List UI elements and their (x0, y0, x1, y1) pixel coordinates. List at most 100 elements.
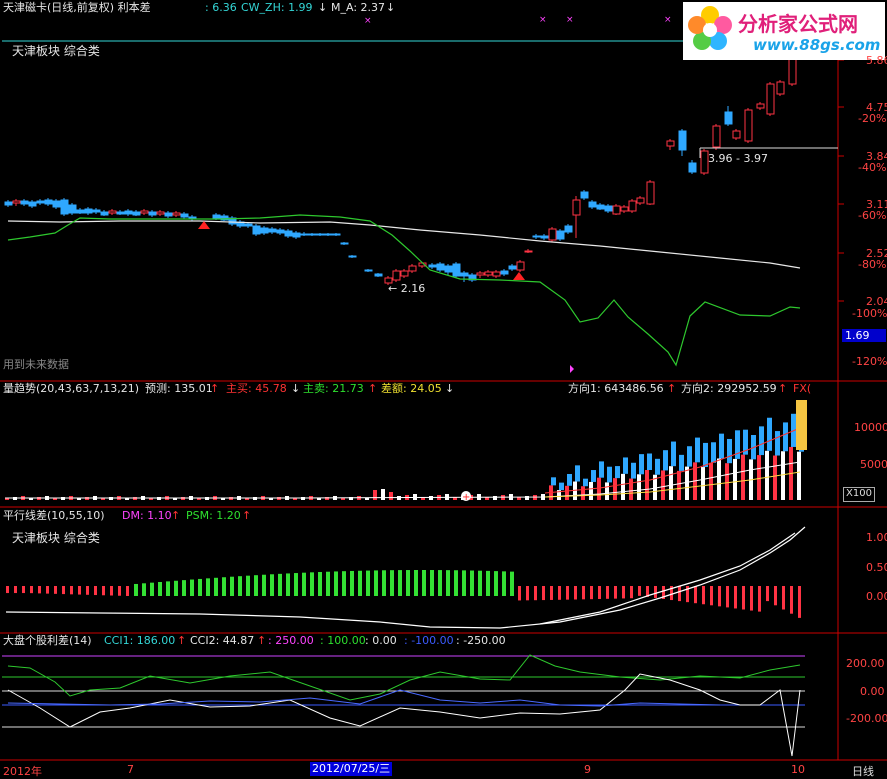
parallel-bar (302, 572, 306, 596)
parallel-bar (254, 575, 258, 596)
parallel-bar (486, 570, 490, 596)
candlestick (604, 204, 613, 213)
parallel-bar (686, 586, 689, 603)
candlestick (508, 264, 517, 271)
parallel-bar (278, 573, 282, 596)
candlestick (36, 199, 45, 205)
candlestick (688, 160, 697, 174)
candlestick (460, 271, 469, 282)
parallel-bar (230, 576, 234, 596)
parallel-bar (702, 586, 705, 605)
volume-bar (701, 467, 705, 500)
parallel-bar (54, 586, 57, 594)
parallel-bar (782, 586, 785, 610)
candlestick (148, 210, 157, 217)
parallel-bar (22, 586, 25, 594)
parallel-bar (566, 586, 569, 600)
parallel-bar (270, 574, 274, 596)
dm-arrow: ↑ (171, 509, 181, 522)
sector-label: 天津板块 综合类 (12, 44, 100, 58)
main-buy-value: 主买: 45.78 (226, 382, 287, 395)
volume-bar (413, 494, 417, 500)
candlestick (400, 269, 409, 278)
candlestick (468, 273, 477, 282)
candlestick (724, 106, 733, 126)
cci-title: 大盘个股利差(14) (3, 634, 92, 647)
parallel-bar (174, 580, 178, 596)
volume-bar-buy (575, 465, 580, 482)
ma-arrow: ↓ (386, 1, 396, 14)
candlestick (484, 270, 493, 277)
volume-bar-buy (783, 422, 788, 452)
volume-bar-buy (599, 461, 604, 478)
volume-bar (781, 451, 785, 500)
parallel-bar (718, 586, 721, 607)
forecast-arrow: ↑ (210, 382, 220, 395)
volume-bar (733, 458, 737, 500)
candlestick (4, 200, 13, 207)
candlestick (220, 214, 229, 221)
parallel-bar (678, 586, 681, 602)
candlestick (276, 228, 285, 235)
parallel-bar (206, 578, 210, 596)
parallel-bar (630, 586, 633, 599)
parallel-bar (238, 576, 242, 596)
candlestick (636, 196, 645, 205)
candlestick (524, 249, 533, 253)
volume-bar (669, 466, 673, 500)
parallel-bar (374, 570, 378, 596)
volume-bar (373, 490, 377, 500)
volume-bar-buy (615, 466, 620, 479)
direction1-arrow: ↑ (667, 382, 677, 395)
psm-value: PSM: 1.20 (186, 509, 241, 522)
parallel-bar (422, 570, 426, 596)
period-label[interactable]: 日线 (852, 765, 874, 778)
parallel-bar (190, 579, 194, 596)
parallel-bar (94, 586, 97, 596)
candlestick (284, 229, 293, 238)
logo-url: www.88gs.com (753, 36, 881, 54)
volume-multiplier: X100 (843, 487, 875, 502)
volume-bar (637, 474, 641, 500)
parallel-bar (358, 570, 362, 596)
parallel-bar (126, 586, 129, 596)
volume-bar (5, 498, 9, 500)
cci2-value: CCI2: 44.87 (190, 634, 255, 647)
selected-date[interactable]: 2012/07/25/三 (310, 762, 393, 776)
volume-bar-buy (551, 477, 556, 486)
parallel-bar (590, 586, 593, 600)
level-minus-250: : -250.00 (456, 634, 506, 647)
volume-bar (613, 478, 617, 500)
volume-bar-buy (567, 473, 572, 486)
forecast-value: 预测: 135.01 (145, 382, 213, 395)
candlestick (732, 129, 741, 140)
candlestick (316, 233, 325, 236)
price-axis-label: 5.86 (866, 54, 887, 67)
parallel-bar (510, 571, 514, 596)
volume-bar (29, 498, 33, 500)
candlestick (44, 198, 53, 206)
volume-axis-label: 5000 (860, 458, 887, 471)
cw-zh-arrow: ↓ (318, 1, 328, 14)
volume-bar (197, 498, 201, 500)
candlestick (646, 180, 655, 205)
cci-axis-label: -200.00 (846, 712, 887, 725)
parallel-bar (462, 570, 466, 596)
low-price-label: ← 2.16 (388, 282, 426, 295)
candlestick (236, 220, 245, 228)
candlestick (712, 124, 721, 150)
volume-bar-buy (631, 462, 636, 479)
dm-value: DM: 1.10 (122, 509, 172, 522)
volume-bar (453, 497, 457, 500)
parallel-bar (550, 586, 553, 600)
parallel-title: 平行线差(10,55,10) (3, 509, 105, 522)
volume-bar (581, 486, 585, 500)
parallel-bar (86, 586, 89, 595)
volume-bar (493, 496, 497, 500)
volume-title: 量趋势(20,43,63,7,13,21) (3, 382, 140, 395)
volume-bar (381, 489, 385, 500)
volume-bar-buy (559, 482, 564, 491)
candlestick (408, 264, 417, 273)
indicator-value: : 6.36 (205, 1, 237, 14)
